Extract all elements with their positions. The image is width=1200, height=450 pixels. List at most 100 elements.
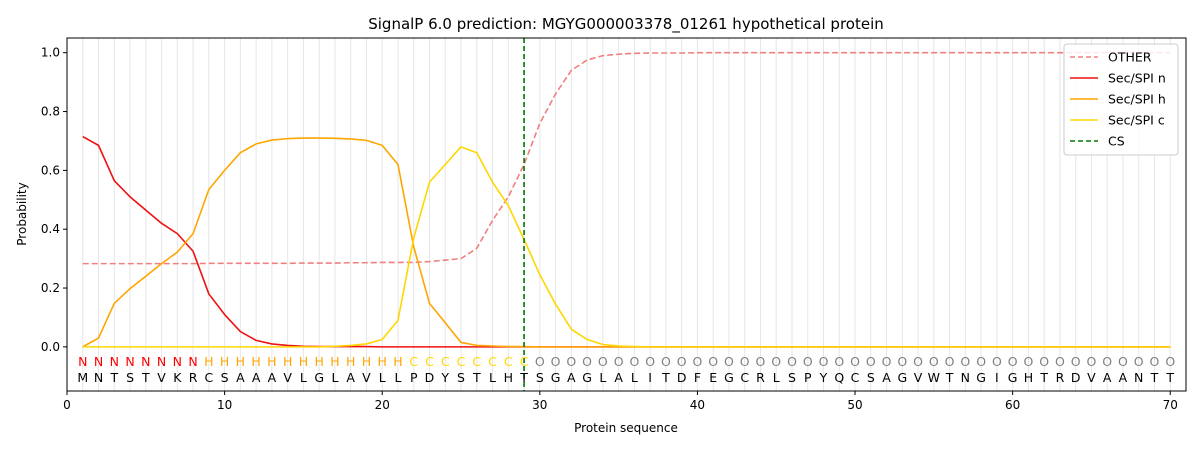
- region-label: O: [976, 354, 986, 369]
- region-label: O: [708, 354, 718, 369]
- region-label: O: [897, 354, 907, 369]
- residue-letter: T: [519, 370, 528, 385]
- region-label: O: [614, 354, 624, 369]
- residue-letter: S: [457, 370, 465, 385]
- region-label: N: [125, 354, 134, 369]
- region-label: O: [724, 354, 734, 369]
- region-label: O: [645, 354, 655, 369]
- region-label: O: [1055, 354, 1065, 369]
- region-label: O: [945, 354, 955, 369]
- region-label: O: [1087, 354, 1097, 369]
- residue-letter: T: [109, 370, 118, 385]
- residue-letter: A: [268, 370, 277, 385]
- residue-letter: F: [694, 370, 701, 385]
- residue-letter: G: [897, 370, 907, 385]
- residue-letter: G: [1008, 370, 1018, 385]
- region-label: O: [834, 354, 844, 369]
- plot-frame: [66, 37, 1187, 392]
- region-label: O: [566, 354, 576, 369]
- region-label: O: [1165, 354, 1175, 369]
- y-tick-label: 0.2: [41, 281, 60, 295]
- residue-letter: R: [189, 370, 198, 385]
- region-label: O: [771, 354, 781, 369]
- residue-letter: C: [851, 370, 860, 385]
- region-label: C: [520, 354, 529, 369]
- region-label: O: [1039, 354, 1049, 369]
- region-label: O: [929, 354, 939, 369]
- region-label: N: [188, 354, 197, 369]
- region-label: O: [992, 354, 1002, 369]
- residue-letter: A: [614, 370, 623, 385]
- region-label: H: [283, 354, 292, 369]
- series-line-0: [82, 51, 1171, 265]
- residue-letter: G: [551, 370, 561, 385]
- region-label: H: [251, 354, 260, 369]
- region-label: H: [267, 354, 276, 369]
- residue-letter: A: [1103, 370, 1112, 385]
- region-label: O: [740, 354, 750, 369]
- y-tick-label: 0.4: [41, 222, 60, 236]
- region-label: C: [504, 354, 513, 369]
- region-label: O: [598, 354, 608, 369]
- residue-letter: T: [472, 370, 481, 385]
- residue-letter: L: [331, 370, 338, 385]
- residue-letter: S: [867, 370, 875, 385]
- residue-letter: L: [394, 370, 401, 385]
- region-label: O: [661, 354, 671, 369]
- residue-letter: P: [804, 370, 812, 385]
- region-label: O: [882, 354, 892, 369]
- residue-letter: N: [961, 370, 970, 385]
- residue-letter: T: [1039, 370, 1048, 385]
- region-label: O: [677, 354, 687, 369]
- residue-letter: A: [236, 370, 245, 385]
- sequence-annotations: NMNNNTNSNTNVNKNRHCHSHAHAHAHVHLHGHLHAHVHL…: [77, 354, 1175, 385]
- residue-letter: H: [504, 370, 513, 385]
- legend-label: CS: [1108, 134, 1125, 149]
- residue-letter: G: [582, 370, 592, 385]
- region-label: N: [110, 354, 119, 369]
- y-tick-label: 0.8: [41, 105, 60, 119]
- region-label: N: [141, 354, 150, 369]
- residue-letter: L: [379, 370, 386, 385]
- residue-letter: W: [928, 370, 940, 385]
- residue-letter: P: [410, 370, 418, 385]
- region-label: O: [960, 354, 970, 369]
- region-label: N: [94, 354, 103, 369]
- residue-letter: T: [945, 370, 954, 385]
- residue-letter: C: [740, 370, 749, 385]
- region-label: O: [787, 354, 797, 369]
- y-tick-label: 0.6: [41, 163, 60, 177]
- region-label: C: [488, 354, 497, 369]
- legend-box: [1063, 43, 1179, 156]
- y-tick-label: 1.0: [41, 46, 60, 60]
- residue-letter: R: [756, 370, 765, 385]
- x-tick-label: 60: [1005, 398, 1020, 412]
- residue-letter: Y: [819, 370, 828, 385]
- residue-letter: S: [536, 370, 544, 385]
- residue-letter: R: [1056, 370, 1065, 385]
- region-label: H: [299, 354, 308, 369]
- region-label: O: [866, 354, 876, 369]
- region-label: C: [409, 354, 418, 369]
- region-label: C: [457, 354, 466, 369]
- residue-letter: K: [173, 370, 182, 385]
- residue-letter: G: [314, 370, 324, 385]
- region-label: O: [629, 354, 639, 369]
- residue-letter: S: [126, 370, 134, 385]
- axis-ticks: 0 10 20 30 40 50 60 70 0.0 0.2 0.4 0.6 0.8 1.0: [41, 46, 1178, 412]
- region-label: O: [1118, 354, 1128, 369]
- residue-letter: G: [724, 370, 734, 385]
- region-label: O: [1071, 354, 1081, 369]
- legend-label: Sec/SPI n: [1108, 71, 1166, 86]
- residue-letter: E: [709, 370, 717, 385]
- region-label: O: [693, 354, 703, 369]
- residue-letter: L: [773, 370, 780, 385]
- residue-letter: L: [300, 370, 307, 385]
- x-tick-label: 20: [375, 398, 390, 412]
- residue-letter: Q: [834, 370, 844, 385]
- region-label: H: [330, 354, 339, 369]
- residue-letter: V: [157, 370, 166, 385]
- residue-letter: N: [94, 370, 103, 385]
- residue-letter: G: [976, 370, 986, 385]
- x-tick-label: 10: [217, 398, 232, 412]
